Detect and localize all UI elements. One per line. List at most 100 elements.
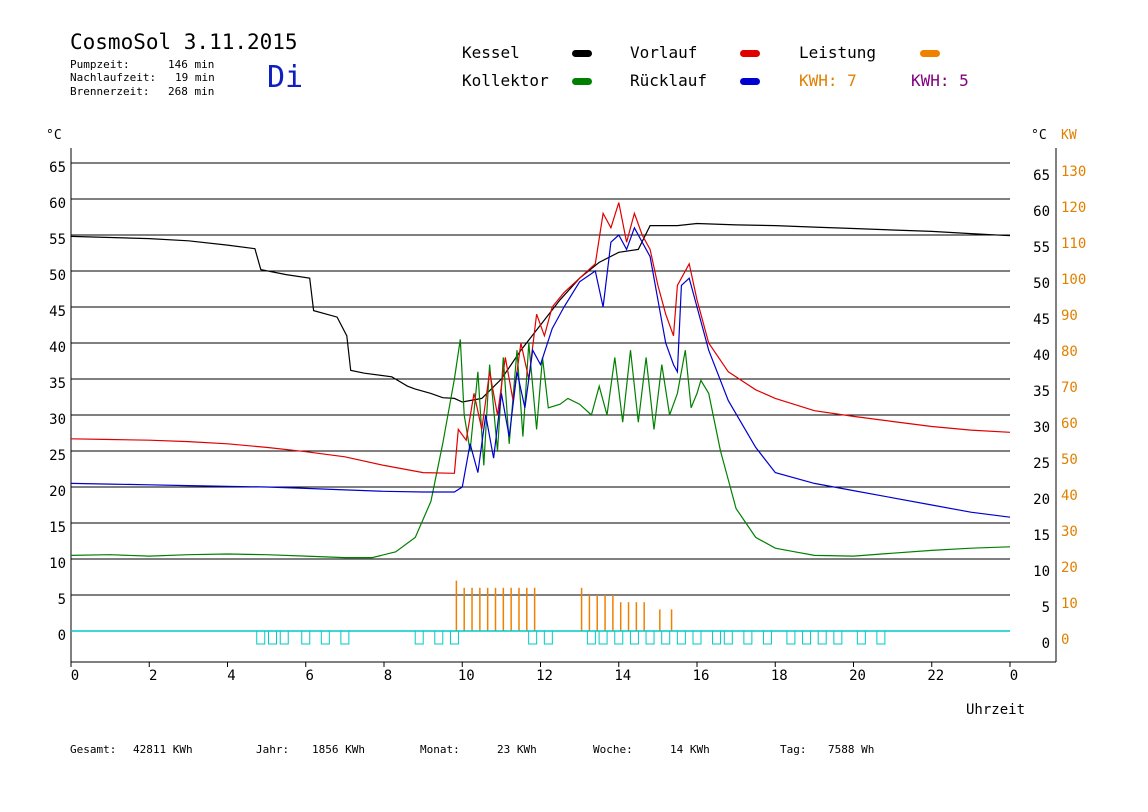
series-line-kessel bbox=[70, 222, 1011, 403]
x-tick-label: 18 bbox=[771, 668, 788, 684]
y-tick-label-right: 45 bbox=[1033, 312, 1050, 328]
x-axis-label: Uhrzeit bbox=[966, 702, 1025, 718]
y-axis-left: 0 5 10 15 20 25 30 35 40 45 50 55 60 65 bbox=[49, 160, 66, 644]
day-total-value: 7588 Wh bbox=[828, 743, 875, 756]
y-tick-label-right: 10 bbox=[1033, 564, 1050, 580]
y-axis-right-unit: °C bbox=[1031, 128, 1047, 143]
y-tick-label-left: 50 bbox=[49, 268, 66, 284]
burner-marker bbox=[692, 630, 702, 645]
y2-tick-label: 120 bbox=[1061, 200, 1086, 216]
x-tick-label: 8 bbox=[384, 668, 392, 684]
y-tick-label-right: 5 bbox=[1042, 600, 1050, 616]
day-total-label: Tag: bbox=[780, 743, 807, 756]
x-tick-label: 22 bbox=[927, 668, 944, 684]
burner-marker bbox=[762, 630, 772, 645]
burner-marker bbox=[712, 630, 722, 645]
chart-title: CosmoSol 3.11.2015 bbox=[70, 30, 298, 54]
y-tick-label-right: 35 bbox=[1033, 384, 1050, 400]
total-label: Gesamt: bbox=[70, 743, 117, 756]
power-spikes bbox=[455, 580, 673, 631]
after-run-time-value: 19 min bbox=[175, 71, 215, 84]
week-label: Woche: bbox=[593, 743, 633, 756]
month-value: 23 KWh bbox=[497, 743, 537, 756]
x-tick-label: 6 bbox=[306, 668, 314, 684]
burner-marker bbox=[676, 630, 686, 645]
burner-marker bbox=[856, 630, 866, 645]
legend-leistung-swatch bbox=[920, 50, 940, 57]
burner-marker bbox=[629, 630, 639, 645]
y-tick-label-left: 45 bbox=[49, 304, 66, 320]
burner-time-value: 268 min bbox=[168, 85, 215, 98]
year-value: 1856 KWh bbox=[312, 743, 365, 756]
y2-tick-label: 20 bbox=[1061, 560, 1078, 576]
weekday-label: Di bbox=[267, 60, 304, 95]
y-tick-label-left: 20 bbox=[49, 484, 66, 500]
burner-marker bbox=[614, 630, 624, 645]
y-tick-label-right: 40 bbox=[1033, 348, 1050, 364]
y-tick-label-right: 15 bbox=[1033, 528, 1050, 544]
month-label: Monat: bbox=[420, 743, 460, 756]
grid-lines bbox=[71, 162, 1010, 596]
burner-marker bbox=[786, 630, 796, 645]
y2-tick-label: 10 bbox=[1061, 596, 1078, 612]
x-tick-label: 4 bbox=[227, 668, 235, 684]
legend-kollektor-swatch bbox=[572, 78, 592, 85]
y2-tick-label: 50 bbox=[1061, 452, 1078, 468]
x-tick-label: 12 bbox=[536, 668, 553, 684]
burner-marker bbox=[340, 630, 350, 645]
x-tick-label: 2 bbox=[149, 668, 157, 684]
y2-tick-label: 110 bbox=[1061, 236, 1086, 252]
series-line-vorlauf bbox=[70, 202, 1011, 474]
y-tick-label-left: 60 bbox=[49, 196, 66, 212]
y-tick-label-right: 55 bbox=[1033, 240, 1050, 256]
y-tick-label-left: 15 bbox=[49, 520, 66, 536]
y2-tick-label: 70 bbox=[1061, 380, 1078, 396]
y-axis-right-kw-unit: KW bbox=[1061, 128, 1077, 143]
burner-marker bbox=[320, 630, 330, 645]
y-tick-label-right: 0 bbox=[1042, 636, 1050, 652]
y-tick-label-left: 0 bbox=[58, 628, 66, 644]
y-axis-left-unit: °C bbox=[46, 128, 62, 143]
burner-marker bbox=[743, 630, 753, 645]
series-line-rücklauf bbox=[70, 226, 1011, 518]
legend-kessel-label: Kessel bbox=[462, 43, 520, 62]
kwh-leistung: KWH: 7 bbox=[799, 71, 857, 90]
y2-tick-label: 60 bbox=[1061, 416, 1078, 432]
burner-marker bbox=[661, 630, 671, 645]
x-tick-label: 16 bbox=[693, 668, 710, 684]
y-tick-label-left: 5 bbox=[58, 592, 66, 608]
y-tick-label-left: 25 bbox=[49, 448, 66, 464]
y2-tick-label: 80 bbox=[1061, 344, 1078, 360]
burner-marker bbox=[256, 630, 266, 645]
burner-marker bbox=[449, 630, 459, 645]
burner-marker bbox=[301, 630, 311, 645]
burner-marker bbox=[528, 630, 538, 645]
pump-time-label: Pumpzeit: bbox=[70, 58, 130, 71]
burner-time-label: Brennerzeit: bbox=[70, 85, 150, 98]
x-tick-label: 0 bbox=[71, 668, 79, 684]
week-value: 14 KWh bbox=[670, 743, 710, 756]
series-lines bbox=[70, 202, 1011, 559]
burner-marker bbox=[876, 630, 886, 645]
legend-leistung-label: Leistung bbox=[799, 43, 877, 62]
legend-ruecklauf-swatch bbox=[740, 78, 760, 85]
y2-tick-label: 40 bbox=[1061, 488, 1078, 504]
y-tick-label-left: 30 bbox=[49, 412, 66, 428]
burner-marker bbox=[833, 630, 843, 645]
burner-marker bbox=[817, 630, 827, 645]
y-tick-label-right: 65 bbox=[1033, 168, 1050, 184]
y-tick-label-left: 55 bbox=[49, 232, 66, 248]
burner-marker bbox=[543, 630, 553, 645]
y-tick-label-right: 50 bbox=[1033, 276, 1050, 292]
kwh-second: KWH: 5 bbox=[911, 71, 969, 90]
y-tick-label-left: 40 bbox=[49, 340, 66, 356]
burner-marker bbox=[414, 630, 424, 645]
y2-tick-label: 90 bbox=[1061, 308, 1078, 324]
series-line-kollektor bbox=[70, 339, 1011, 559]
burner-marker bbox=[645, 630, 655, 645]
legend-kessel-swatch bbox=[572, 50, 592, 57]
y-tick-label-right: 30 bbox=[1033, 420, 1050, 436]
y-tick-label-left: 65 bbox=[49, 160, 66, 176]
